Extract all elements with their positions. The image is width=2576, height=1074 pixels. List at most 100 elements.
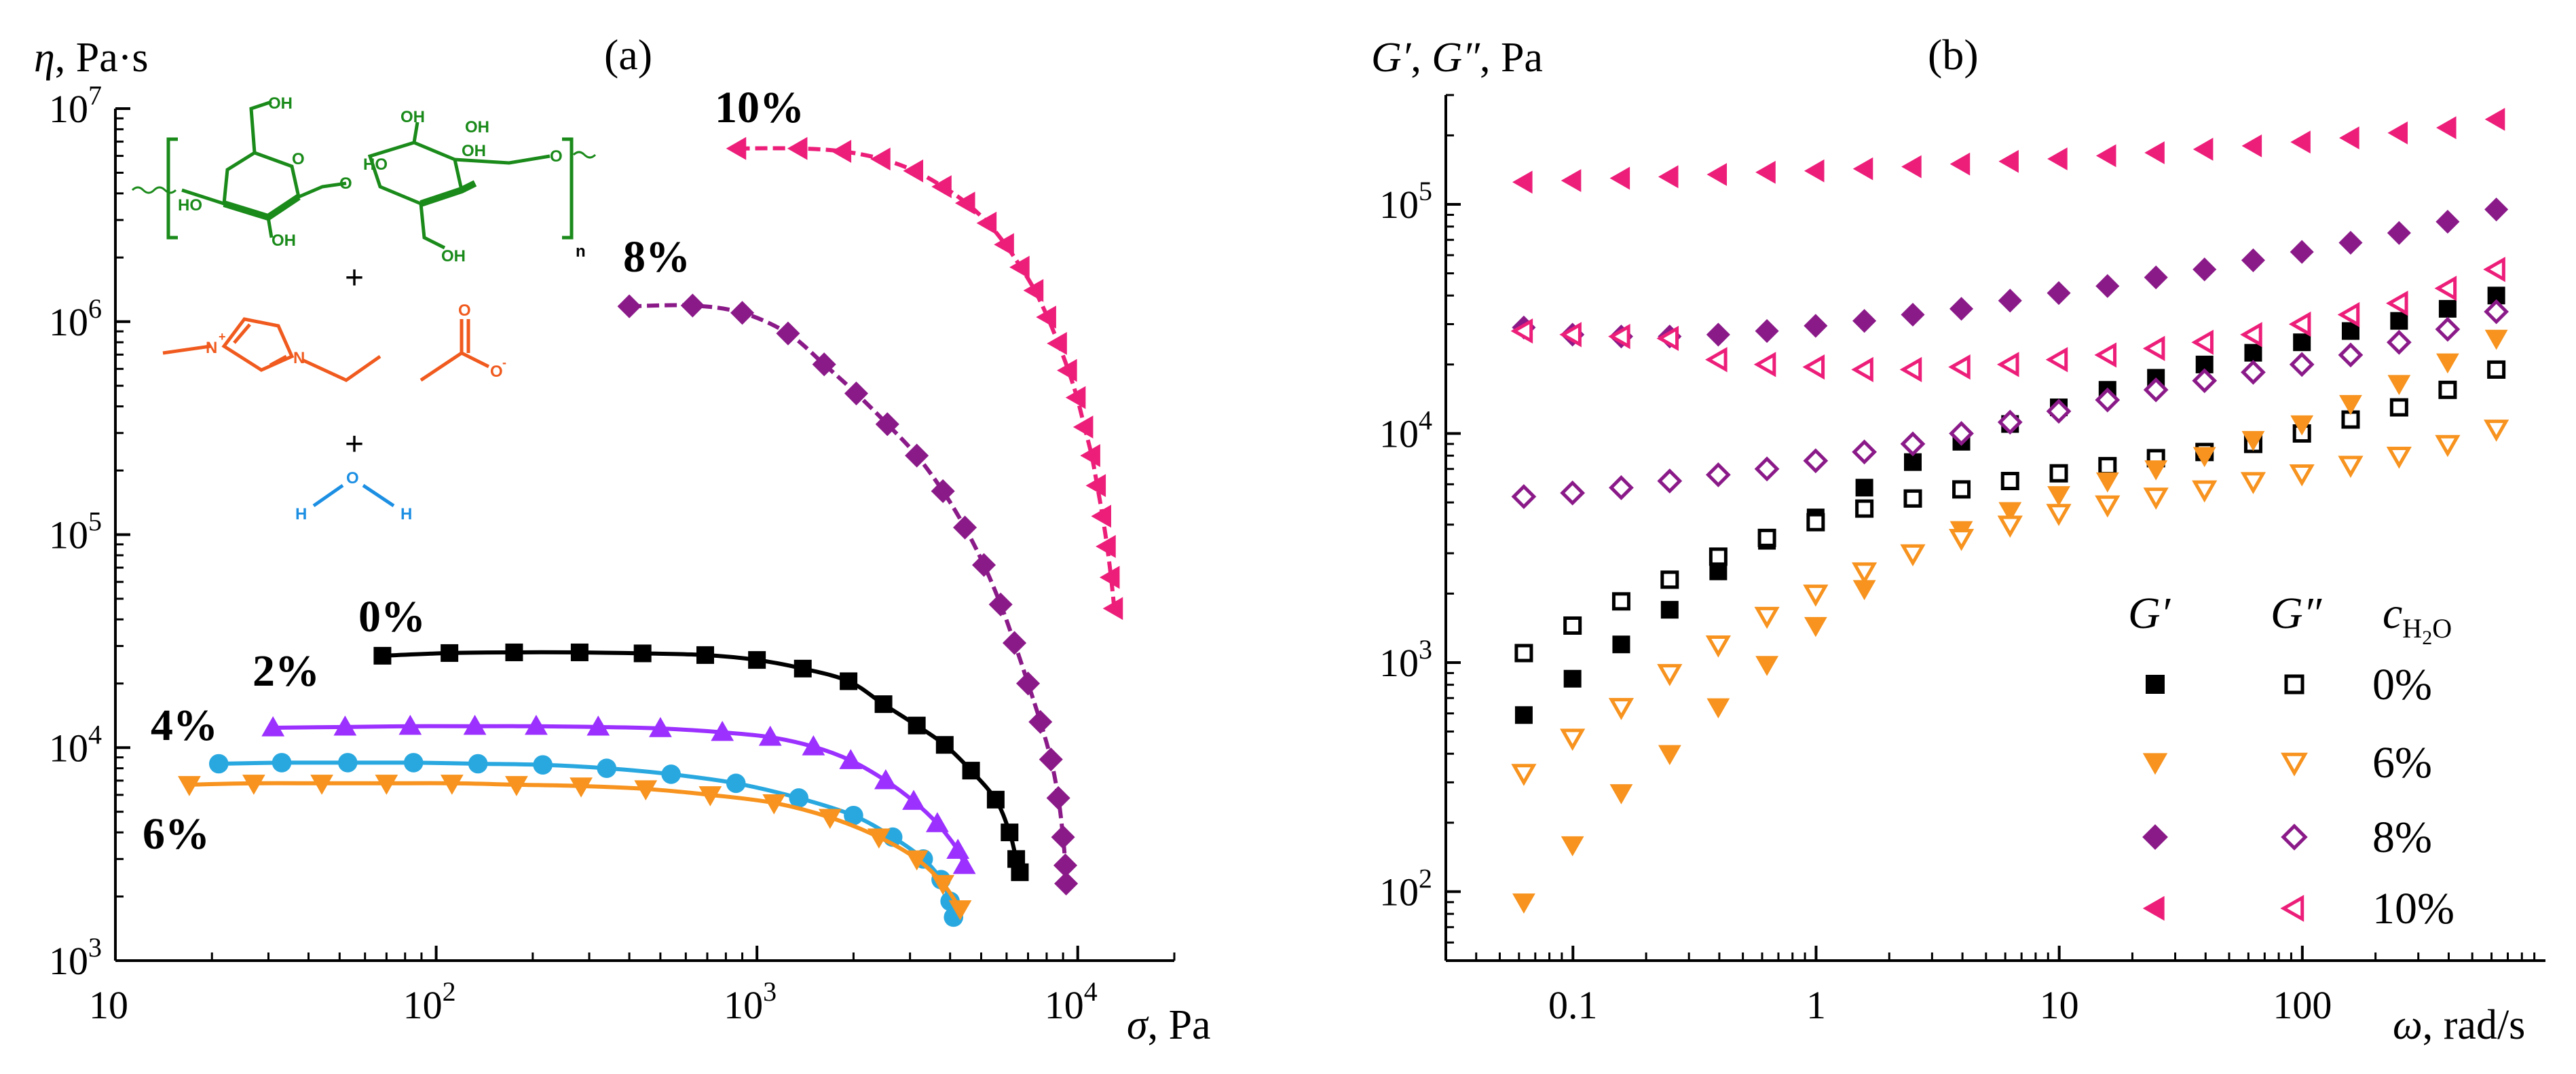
data-point xyxy=(1852,157,1873,181)
cellulose-structure xyxy=(131,100,597,250)
label-10-percent: 10% xyxy=(715,83,804,132)
atom-oh-1: OH xyxy=(268,94,293,113)
legend-label: 6% xyxy=(2372,738,2432,788)
data-point xyxy=(875,412,899,437)
data-point xyxy=(2047,147,2068,170)
data-point xyxy=(661,764,681,784)
atom-n-1: N xyxy=(206,339,217,357)
data-point xyxy=(398,714,422,735)
legend-marker-filled xyxy=(2146,675,2165,694)
data-point xyxy=(1028,709,1053,734)
data-point xyxy=(1514,706,1533,724)
data-point xyxy=(867,828,891,849)
imidazolium-labels: N + N O O - xyxy=(206,301,506,381)
data-point xyxy=(463,714,487,735)
data-point xyxy=(1072,415,1094,439)
data-point xyxy=(2240,472,2266,494)
data-point xyxy=(1949,421,1974,446)
data-point xyxy=(2192,447,2216,468)
data-point xyxy=(2095,495,2121,518)
data-point xyxy=(597,758,617,778)
data-point xyxy=(905,850,929,871)
data-point xyxy=(1952,480,1971,499)
data-point xyxy=(1705,347,1728,373)
data-point xyxy=(1015,671,1041,696)
panel-a-y-tick-label: 106 xyxy=(49,293,102,344)
data-point xyxy=(375,775,398,795)
data-point xyxy=(2436,116,2457,140)
data-point xyxy=(2386,329,2412,355)
data-point xyxy=(1855,479,1873,497)
legend-header-gdoubleprime: G″ xyxy=(2271,589,2323,638)
wavy-left xyxy=(131,186,177,194)
data-point xyxy=(946,838,970,859)
data-point xyxy=(1091,504,1111,528)
panel-b-x-label: ω, rad/s xyxy=(2393,1002,2525,1048)
series-g-10- xyxy=(1512,107,2505,194)
data-point xyxy=(1755,319,1779,344)
data-point xyxy=(1608,698,1635,720)
data-point xyxy=(2049,464,2068,483)
data-point xyxy=(2337,301,2360,328)
data-point xyxy=(1948,529,1975,551)
data-point xyxy=(1753,352,1776,377)
panel-b-chart: 0.1 1 10 100 102 103 104 105 (b) G′, G″, Pa ω,… xyxy=(1371,31,2545,1048)
atom-oh-2: OH xyxy=(465,118,489,136)
data-point xyxy=(1512,893,1535,914)
data-point xyxy=(1065,386,1086,409)
data-point xyxy=(1899,356,1922,383)
data-point xyxy=(762,794,786,815)
data-point xyxy=(925,812,949,832)
data-point xyxy=(2484,107,2505,131)
panel-a-x-tick-label: 104 xyxy=(1045,976,1098,1027)
data-point xyxy=(1802,354,1825,380)
acetate-co xyxy=(460,319,470,353)
data-point xyxy=(1561,169,1582,192)
series-2-percent xyxy=(261,714,976,874)
data-point xyxy=(1512,170,1533,194)
data-point xyxy=(2387,121,2408,145)
data-point xyxy=(440,775,464,795)
data-point xyxy=(2098,457,2117,476)
data-point xyxy=(1096,535,1116,558)
data-point xyxy=(1660,601,1679,619)
data-point xyxy=(2144,265,2168,290)
data-point xyxy=(1948,354,1971,380)
data-point xyxy=(1039,747,1063,772)
legend-marker-filled xyxy=(2142,753,2168,775)
data-point xyxy=(1705,462,1731,487)
data-point xyxy=(1559,322,1582,348)
legend-row: 6% xyxy=(2142,738,2432,788)
data-point xyxy=(726,773,746,794)
data-point xyxy=(2436,353,2459,374)
imidazolium-double xyxy=(233,323,288,367)
data-point xyxy=(2244,344,2262,362)
data-point xyxy=(1612,635,1630,654)
atom-acetate-charge: - xyxy=(502,356,506,369)
data-point xyxy=(1804,159,1825,183)
legend-row: 0% xyxy=(2146,660,2432,709)
data-point xyxy=(1998,502,2022,523)
data-point xyxy=(1660,570,1679,589)
data-point xyxy=(787,136,808,160)
imidazolium-structure xyxy=(162,317,490,382)
data-point xyxy=(840,672,858,690)
data-point xyxy=(2047,486,2070,506)
data-point xyxy=(2241,359,2266,385)
data-point xyxy=(954,191,975,215)
data-point xyxy=(902,790,925,810)
acetate-chain xyxy=(419,351,490,382)
legend-marker-open xyxy=(2281,823,2308,851)
data-point xyxy=(586,715,610,736)
ring-1-oh-bottom xyxy=(266,217,274,238)
data-point xyxy=(1510,318,1533,344)
data-point xyxy=(1053,853,1078,878)
panel-b-series xyxy=(1510,107,2509,914)
data-point xyxy=(831,140,852,163)
atom-o-11: O xyxy=(550,147,563,166)
data-point xyxy=(1803,448,1829,474)
data-point xyxy=(441,644,459,662)
data-point xyxy=(1804,616,1827,637)
data-point xyxy=(1658,165,1679,189)
data-point xyxy=(1102,597,1123,621)
